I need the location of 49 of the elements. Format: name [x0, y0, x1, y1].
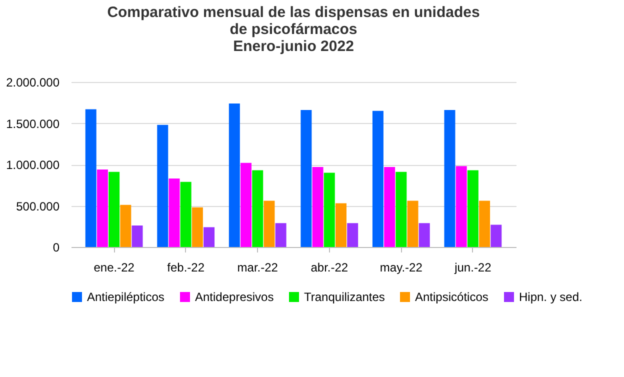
bar: [396, 172, 407, 247]
bar: [132, 226, 143, 247]
bar: [300, 110, 312, 247]
x-tick-label: jun.-22: [454, 260, 492, 274]
bar: [120, 204, 132, 247]
legend-label: Antidepresivos: [195, 290, 274, 304]
bar: [467, 170, 478, 247]
bar: [275, 223, 286, 247]
y-tick-label: 1.000.000: [6, 158, 60, 172]
x-tick-label: may.-22: [380, 260, 423, 274]
bar: [180, 182, 192, 247]
bar: [479, 200, 490, 247]
bar: [384, 166, 396, 247]
text: Enero-junio 2022: [233, 38, 354, 55]
y-tick-label: 2.000.000: [6, 76, 60, 90]
y-tick-label: 500.000: [16, 199, 60, 214]
bar: [96, 169, 108, 247]
bar: [157, 124, 168, 247]
bar: [372, 110, 384, 247]
bar: [85, 109, 96, 247]
bar: [168, 178, 180, 247]
y-tick-label: 1.500.000: [6, 116, 60, 131]
bar: [490, 224, 502, 247]
x-tick-label: ene.-22: [94, 260, 135, 274]
text: de psicofármacos: [230, 21, 358, 38]
bar: [324, 172, 335, 247]
legend-label: Antipsicóticos: [415, 290, 488, 304]
bar: [444, 110, 456, 247]
bar: [240, 162, 252, 247]
text: Comparativo mensual de las dispensas en unidades: [107, 4, 480, 21]
x-tick-label: mar.-22: [237, 260, 278, 274]
bar: [192, 207, 203, 247]
bar: [418, 223, 430, 247]
bar: [335, 203, 346, 247]
x-tick-label: abr.-22: [310, 260, 348, 274]
bar: [204, 227, 215, 247]
bar: [264, 200, 275, 247]
bar: [407, 200, 418, 247]
bar: [108, 172, 120, 247]
bar: [456, 166, 467, 247]
legend-label: Antiepilépticos: [87, 290, 164, 304]
bar: [347, 223, 358, 247]
bar: [312, 166, 324, 247]
legend-label: Hipn. y sed.: [519, 290, 582, 304]
bar: [252, 170, 264, 247]
legend-label: Tranquilizantes: [304, 290, 385, 304]
bar: [228, 103, 240, 247]
y-tick-label: 0: [52, 240, 60, 254]
x-tick-label: feb.-22: [167, 260, 205, 274]
